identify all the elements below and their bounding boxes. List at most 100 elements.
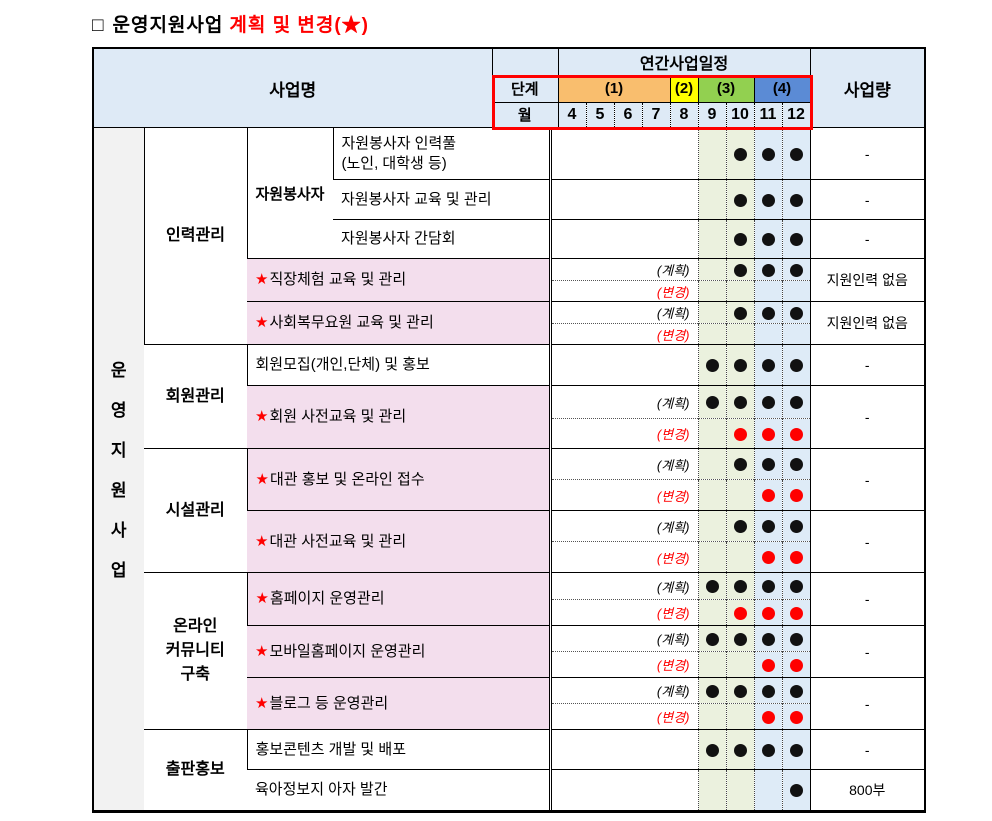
dot-black xyxy=(733,396,747,410)
months-empty-cell xyxy=(548,127,698,180)
month-cell-11 xyxy=(753,625,782,652)
month-cell-10 xyxy=(725,625,754,652)
month-cell-11 xyxy=(753,651,782,678)
dot-black xyxy=(789,306,803,320)
plan-label: (계획) xyxy=(548,677,698,704)
month-cell-10 xyxy=(725,599,754,626)
dot-black xyxy=(789,520,803,534)
change-label: (변경) xyxy=(548,280,698,302)
month-cell-12 xyxy=(781,323,810,345)
star-icon: ★ xyxy=(255,642,269,660)
months-empty-cell xyxy=(548,729,698,770)
month-cell-9 xyxy=(697,541,726,573)
dot-black xyxy=(705,684,719,698)
item-cell: 회원모집(개인,단체) 및 홍보 xyxy=(246,344,550,386)
change-label: (변경) xyxy=(548,599,698,626)
month-cell-11 xyxy=(753,677,782,704)
months-empty-cell xyxy=(548,769,698,810)
month-header-cell-10: 10 xyxy=(725,101,754,127)
month-cell-9 xyxy=(697,179,726,220)
month-cell-12 xyxy=(781,219,810,259)
month-cell-10 xyxy=(725,385,754,419)
dot-red xyxy=(761,606,775,620)
item-cell: ★직장체험 교육 및 관리 xyxy=(247,258,550,302)
dot-black xyxy=(789,458,803,472)
plan-label: (계획) xyxy=(548,572,698,600)
month-cell-12 xyxy=(781,479,810,511)
month-cell-9 xyxy=(697,448,726,480)
page-title: □ 운영지원사업 계획 및 변경(★) xyxy=(92,10,992,37)
month-cell-11 xyxy=(753,258,782,281)
month-cell-11 xyxy=(753,127,782,180)
month-header-cell-12: 12 xyxy=(781,101,811,127)
subcategory-cell: 자원봉사자 xyxy=(246,127,333,259)
month-cell-9 xyxy=(697,127,726,180)
month-cell-11 xyxy=(753,280,782,302)
plan-label: (계획) xyxy=(548,385,698,419)
dot-black xyxy=(761,306,775,320)
month-cell-10 xyxy=(725,258,754,281)
dot-black xyxy=(761,233,775,247)
item-cell: ★사회복무요원 교육 및 관리 xyxy=(247,301,550,345)
business-name-header: 사업명 xyxy=(94,49,492,127)
month-label-cell: 월 xyxy=(492,101,558,127)
month-cell-10 xyxy=(725,769,754,810)
month-cell-11 xyxy=(753,179,782,220)
annual-schedule-header: 연간사업일정 xyxy=(557,49,811,75)
plan-label: (계획) xyxy=(548,258,698,281)
plan-label: (계획) xyxy=(548,625,698,652)
change-label: (변경) xyxy=(548,323,698,345)
month-cell-10 xyxy=(725,179,754,220)
dot-black xyxy=(705,743,719,757)
category-cell: 시설관리 xyxy=(144,448,247,573)
dot-red xyxy=(761,658,775,672)
dot-black xyxy=(733,743,747,757)
month-cell-12 xyxy=(781,258,810,281)
month-cell-11 xyxy=(753,541,782,573)
month-cell-9 xyxy=(697,385,726,419)
title-highlight-text: 계획 및 변경(★) xyxy=(229,15,369,36)
dot-black xyxy=(733,233,747,247)
month-cell-12 xyxy=(781,280,810,302)
months-empty-cell xyxy=(548,179,698,220)
months-empty-cell xyxy=(548,344,698,386)
month-cell-9 xyxy=(697,280,726,302)
dot-black xyxy=(761,743,775,757)
plan-label: (계획) xyxy=(548,448,698,480)
amount-cell: 지원인력 없음 xyxy=(809,258,924,302)
dot-red xyxy=(761,489,775,503)
month-cell-9 xyxy=(697,651,726,678)
month-header-cell-9: 9 xyxy=(697,101,726,127)
volume-header: 사업량 xyxy=(809,49,925,127)
month-cell-10 xyxy=(725,448,754,480)
stage-cell-(2): (2) xyxy=(669,74,698,102)
month-header-cell-6: 6 xyxy=(613,101,642,127)
item-cell: ★홈페이지 운영관리 xyxy=(246,572,550,626)
dot-black xyxy=(789,632,803,646)
month-cell-11 xyxy=(753,301,782,324)
months-empty-cell xyxy=(548,219,698,259)
month-cell-9 xyxy=(697,219,726,259)
dot-black xyxy=(761,632,775,646)
dot-black xyxy=(733,458,747,472)
dot-black xyxy=(733,684,747,698)
month-cell-12 xyxy=(781,729,810,770)
change-label: (변경) xyxy=(548,703,698,730)
month-cell-10 xyxy=(725,127,754,180)
dot-red xyxy=(789,710,803,724)
month-cell-12 xyxy=(781,448,810,480)
category-cell: 인력관리 xyxy=(143,127,247,345)
month-cell-11 xyxy=(753,510,782,542)
month-cell-9 xyxy=(697,625,726,652)
dot-black xyxy=(705,632,719,646)
month-cell-12 xyxy=(781,651,810,678)
month-cell-11 xyxy=(753,219,782,259)
month-cell-12 xyxy=(781,301,810,324)
dot-black xyxy=(761,458,775,472)
month-cell-11 xyxy=(753,769,782,810)
month-cell-9 xyxy=(697,703,726,730)
amount-cell: - xyxy=(809,179,924,220)
dot-black xyxy=(789,396,803,410)
month-cell-9 xyxy=(697,301,726,324)
